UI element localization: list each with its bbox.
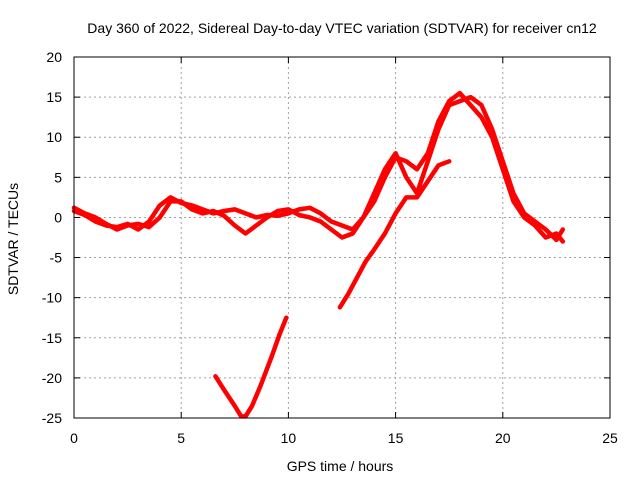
y-tick-label: 5 — [54, 169, 62, 185]
x-tick-label: 10 — [281, 430, 297, 446]
x-tick-label: 0 — [70, 430, 78, 446]
y-tick-label: -25 — [42, 410, 62, 426]
x-tick-label: 15 — [388, 430, 404, 446]
tick-label-layer: 0 5 10 15 20 25 -25 -20 -15 -10 -5 0 5 10 15 20 — [42, 49, 618, 446]
x-axis-label: GPS time / hours — [287, 458, 394, 474]
y-tick-label: -20 — [42, 370, 62, 386]
y-tick-label: 20 — [46, 49, 62, 65]
tick-layer — [73, 56, 611, 419]
plot-frame — [73, 56, 611, 419]
y-tick-label: 0 — [54, 209, 62, 225]
chart-title: Day 360 of 2022, Sidereal Day-to-day VTE… — [87, 20, 597, 36]
y-tick-label: 10 — [46, 129, 62, 145]
y-tick-label: -10 — [42, 290, 62, 306]
x-tick-label: 20 — [495, 430, 511, 446]
y-tick-label: 15 — [46, 89, 62, 105]
x-tick-label: 25 — [602, 430, 618, 446]
series-line-track-1 — [71, 90, 566, 244]
series-line-track-4 — [213, 315, 289, 419]
series-line-track-2 — [71, 94, 566, 243]
grid-layer — [74, 57, 610, 418]
y-tick-label: -15 — [42, 330, 62, 346]
series-line-track-3 — [337, 159, 452, 310]
y-axis-label: SDTVAR / TECUs — [5, 183, 21, 295]
series-layer — [71, 90, 566, 419]
x-tick-label: 5 — [177, 430, 185, 446]
y-tick-label: -5 — [50, 250, 63, 266]
